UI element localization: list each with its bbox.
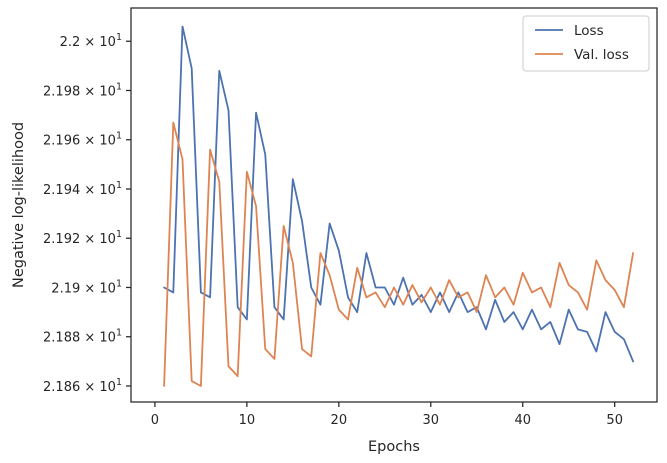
x-tick-label: 0 [151,413,159,428]
legend-label-val-loss: Val. loss [574,47,629,63]
y-axis-label: Negative log-likelihood [11,122,27,288]
series-line-val-loss [163,121,634,387]
y-tick-label: 2.198 × 101 [43,81,122,99]
y-axis: 2.186 × 101 2.188 × 101 2.19 × 101 2.192 × … [43,32,131,395]
y-tick-label: 2.2 × 101 [60,32,122,50]
x-tick-label: 50 [606,413,623,428]
x-tick-label: 40 [514,413,531,428]
x-axis-label: Epochs [368,439,420,455]
y-tick-label: 2.19 × 101 [51,278,122,296]
y-tick-label: 2.186 × 101 [43,377,122,395]
y-tick-label: 2.192 × 101 [43,229,122,247]
plot-frame [130,7,658,403]
x-tick-label: 10 [239,413,256,428]
legend: Loss Val. loss [522,15,650,72]
y-tick-label: 2.188 × 101 [43,328,122,346]
x-tick-label: 30 [423,413,440,428]
x-tick-label: 20 [331,413,348,428]
series-layer [163,25,634,387]
y-tick-label: 2.196 × 101 [43,131,122,149]
legend-label-loss: Loss [574,23,604,39]
y-tick-label: 2.194 × 101 [43,180,122,198]
series-line-loss [163,25,634,363]
x-axis: 0 10 20 30 40 50 [151,402,623,428]
